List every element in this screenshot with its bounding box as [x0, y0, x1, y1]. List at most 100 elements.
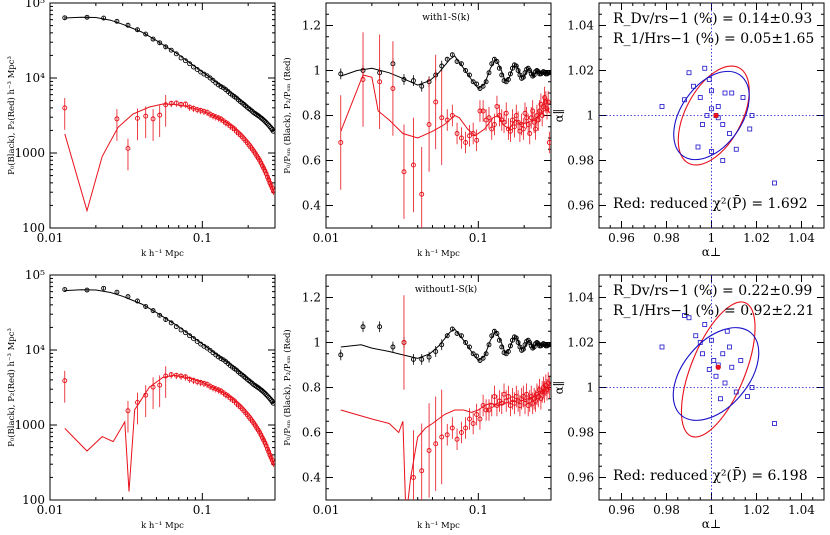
plot-area	[62, 285, 275, 492]
data-point	[467, 416, 472, 422]
data-point	[724, 328, 730, 334]
data-point	[183, 58, 188, 64]
data-point	[546, 342, 551, 348]
data-point	[706, 77, 712, 82]
data-point	[740, 95, 746, 100]
data-point	[515, 340, 521, 345]
data-point	[134, 399, 140, 405]
y-tick-label: 10⁵	[25, 268, 45, 282]
data-point	[533, 398, 538, 404]
data-point	[269, 457, 275, 463]
data-point	[264, 174, 270, 180]
data-point	[520, 126, 526, 132]
data-point	[439, 434, 445, 440]
data-point	[534, 340, 540, 345]
data-point	[659, 344, 665, 350]
data-point	[449, 113, 455, 118]
data-point	[483, 79, 489, 85]
data-point	[520, 346, 526, 352]
data-point	[480, 83, 486, 89]
data-point	[722, 380, 728, 386]
data-point	[163, 44, 169, 50]
data-point	[433, 441, 439, 447]
x-tick-label: 1.02	[743, 503, 770, 517]
y-tick-label: 1000	[14, 146, 45, 160]
data-point	[134, 27, 140, 33]
y-axis-label: α∥	[552, 381, 566, 395]
data-point	[463, 140, 469, 145]
y-tick-label: 0.8	[302, 381, 321, 395]
data-point	[360, 77, 366, 82]
data-point	[198, 341, 204, 347]
y-tick-label: 1.04	[567, 19, 594, 33]
data-point	[729, 90, 735, 96]
annotation-line-3: Red: reduced χ²(P̄) = 1.692	[613, 194, 808, 212]
data-point	[178, 373, 184, 379]
data-point	[499, 72, 505, 78]
data-point	[486, 407, 492, 413]
data-point	[474, 353, 480, 359]
data-point	[360, 324, 366, 330]
data-point	[749, 113, 755, 118]
data-point	[470, 421, 476, 426]
data-point	[270, 188, 275, 194]
data-point	[410, 475, 416, 480]
data-point	[483, 351, 489, 357]
data-point	[709, 106, 714, 112]
data-point	[213, 114, 219, 120]
data-point	[401, 77, 407, 82]
data-point	[410, 356, 416, 362]
panel-top-left: 0.01 0.1 100 1000 10⁴ 10⁵ k h⁻¹ Mpc P₀(Black), …	[6, 0, 276, 259]
data-point	[183, 374, 188, 380]
plot-area	[338, 32, 551, 228]
data-point	[733, 146, 739, 152]
y-axis-label: P₀(Black), P₂(Red) h⁻³ Mpc³	[6, 328, 17, 447]
data-point	[433, 349, 439, 354]
data-point	[201, 108, 207, 114]
y-tick-label: 1.04	[567, 291, 594, 305]
y-tick-label: 1	[586, 381, 594, 395]
data-point	[489, 333, 495, 339]
data-point	[262, 390, 268, 396]
y-tick-label: 1.02	[567, 336, 594, 350]
data-point	[494, 104, 500, 109]
data-point	[720, 158, 726, 163]
data-point	[538, 396, 544, 402]
data-point	[426, 122, 432, 127]
data-point	[486, 115, 492, 121]
data-point	[772, 421, 777, 426]
data-point	[444, 432, 450, 438]
data-point	[546, 70, 551, 76]
data-point	[491, 122, 497, 127]
data-point	[163, 102, 169, 108]
data-point	[444, 117, 450, 123]
data-point	[477, 108, 483, 114]
y-tick-label: 1	[313, 336, 321, 350]
data-point	[449, 425, 455, 431]
y-tick-label: 1.2	[302, 291, 321, 305]
y-tick-label: 0.96	[567, 199, 594, 213]
data-point	[257, 157, 262, 163]
data-point	[470, 351, 476, 357]
x-axis-label: k h⁻¹ Mpc	[141, 521, 184, 531]
data-point	[178, 327, 184, 333]
data-point	[706, 367, 712, 372]
data-point	[477, 358, 483, 363]
data-point	[545, 380, 551, 386]
y-tick-label: 1000	[14, 418, 45, 432]
data-point	[695, 144, 701, 150]
x-axis-label: α⊥	[702, 517, 721, 531]
x-tick-label: 1	[708, 503, 716, 517]
data-point	[187, 61, 193, 67]
data-point	[266, 177, 272, 183]
data-point	[691, 83, 696, 89]
data-point	[505, 349, 511, 354]
data-point	[682, 97, 687, 103]
data-point	[259, 435, 265, 441]
data-point	[459, 333, 464, 339]
data-point	[101, 285, 107, 291]
data-point	[266, 449, 272, 455]
data-point	[270, 460, 275, 466]
data-point	[511, 124, 517, 130]
data-point	[709, 337, 714, 343]
